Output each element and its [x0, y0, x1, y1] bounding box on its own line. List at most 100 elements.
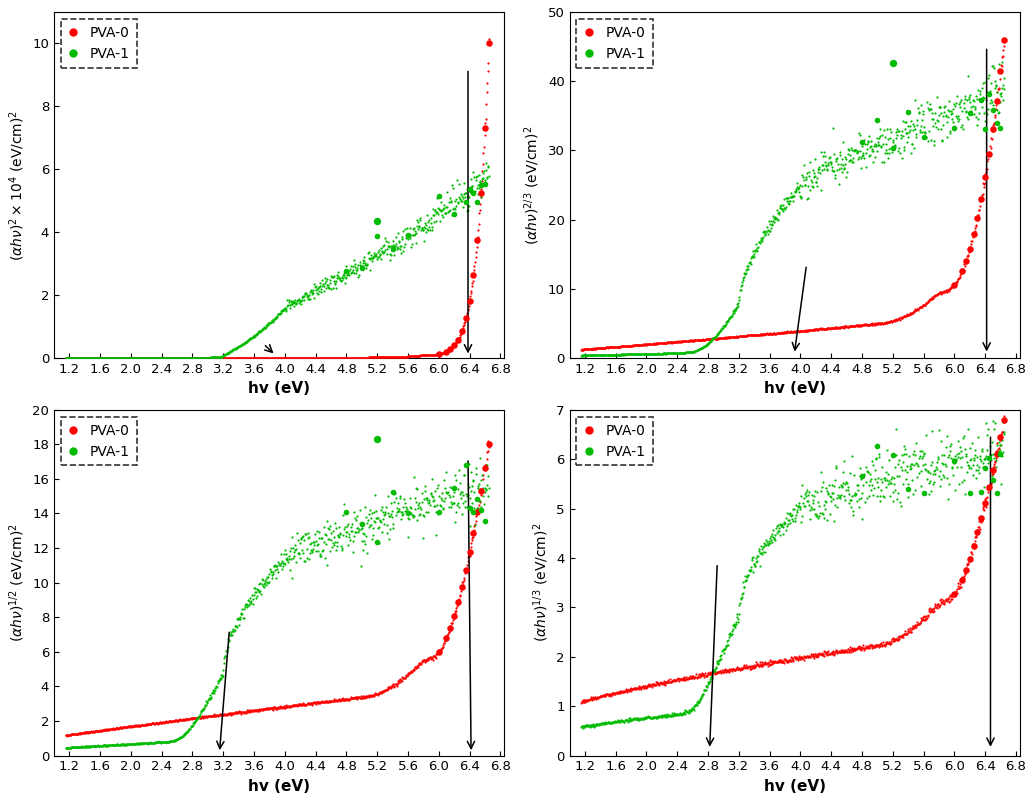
Point — [833, 320, 850, 333]
Point — [859, 319, 876, 332]
Point — [239, 335, 255, 348]
Point — [922, 604, 939, 617]
Point — [307, 527, 324, 540]
Point — [812, 167, 828, 179]
Point — [632, 713, 648, 726]
Point — [948, 582, 965, 595]
Point — [304, 545, 321, 558]
Point — [685, 670, 701, 682]
Point — [175, 352, 191, 364]
Point — [621, 340, 638, 352]
Point — [126, 352, 143, 364]
Point — [353, 260, 369, 272]
Point — [434, 493, 451, 506]
Point — [313, 274, 330, 287]
Point — [882, 489, 899, 502]
Point — [416, 509, 432, 522]
Point — [387, 679, 403, 692]
Point — [799, 650, 816, 663]
Point — [731, 662, 748, 674]
Point — [882, 638, 899, 650]
Point — [157, 715, 174, 728]
Point — [724, 624, 740, 637]
Point — [722, 311, 738, 324]
Point — [141, 737, 157, 750]
Point — [978, 429, 995, 441]
Point — [698, 338, 714, 351]
Point — [433, 347, 450, 360]
Point — [733, 662, 750, 675]
Point — [819, 485, 835, 497]
Point — [814, 159, 830, 171]
Point — [320, 279, 336, 292]
Point — [477, 117, 493, 130]
Point — [837, 477, 853, 490]
Point — [452, 589, 468, 602]
Point — [778, 325, 794, 338]
Point — [754, 542, 770, 555]
Point — [104, 722, 121, 735]
Point — [713, 332, 730, 344]
Point — [912, 300, 929, 313]
Point — [437, 207, 454, 219]
Point — [57, 352, 73, 364]
Point — [218, 347, 235, 360]
Point — [473, 179, 489, 191]
Point — [175, 730, 191, 743]
Point — [310, 696, 327, 709]
Point — [161, 352, 178, 364]
Point — [211, 707, 227, 720]
Point — [818, 495, 834, 508]
Point — [829, 321, 846, 334]
Point — [724, 331, 740, 344]
Point — [464, 532, 481, 545]
Point — [436, 637, 453, 650]
Point — [84, 352, 100, 364]
Point — [176, 714, 192, 727]
Point — [750, 550, 766, 563]
Point — [960, 557, 976, 570]
Point — [447, 194, 463, 207]
Point — [128, 737, 145, 750]
Point — [690, 670, 706, 683]
Point — [909, 119, 925, 131]
Point — [197, 352, 214, 364]
Point — [887, 633, 904, 646]
Point — [773, 326, 790, 339]
Point — [986, 458, 1003, 471]
Point — [163, 352, 180, 364]
Point — [631, 338, 647, 351]
Point — [379, 351, 396, 364]
Point — [247, 352, 264, 364]
Point — [352, 351, 368, 364]
Point — [767, 327, 784, 340]
Point — [742, 329, 759, 342]
Point — [345, 351, 362, 364]
Point — [102, 352, 119, 364]
Point — [79, 352, 95, 364]
Point — [826, 172, 843, 185]
Point — [931, 287, 947, 300]
Point — [331, 351, 347, 364]
Point — [696, 340, 712, 353]
Point — [70, 740, 87, 753]
Point — [394, 230, 410, 243]
Point — [573, 719, 589, 732]
Point — [859, 639, 876, 652]
Point — [241, 352, 257, 364]
Point — [609, 686, 626, 699]
Point — [825, 322, 842, 335]
Point — [885, 631, 902, 644]
Point — [382, 253, 398, 266]
Point — [759, 327, 776, 340]
Point — [992, 434, 1008, 447]
Point — [683, 672, 700, 685]
Point — [752, 236, 768, 249]
Point — [239, 601, 255, 614]
Point — [58, 352, 74, 364]
Point — [818, 322, 834, 335]
Point — [923, 134, 940, 147]
Point — [648, 711, 665, 724]
Point — [592, 718, 609, 731]
Point — [314, 280, 331, 293]
